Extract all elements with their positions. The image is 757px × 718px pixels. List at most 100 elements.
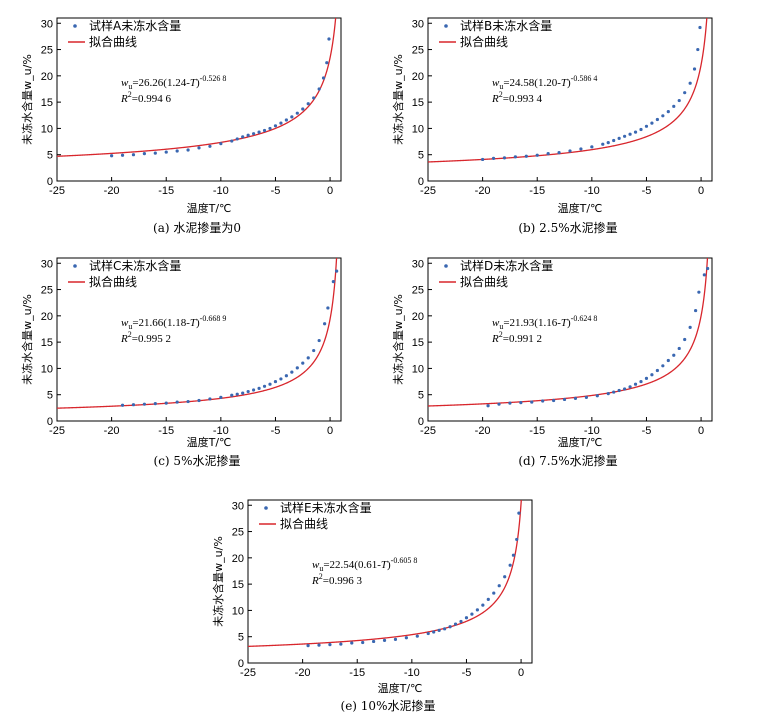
x-tick-label: -10 (584, 185, 600, 197)
data-point (268, 382, 272, 386)
data-point (186, 399, 190, 404)
x-tick-label: -25 (420, 425, 436, 437)
data-point (639, 379, 643, 384)
data-point (683, 91, 687, 95)
r-squared: R2=0.994 6 (120, 90, 171, 105)
data-point (382, 638, 387, 642)
data-point (692, 67, 697, 71)
data-point (541, 399, 545, 403)
x-tick-label: -20 (104, 185, 120, 197)
y-tick-label: 25 (232, 527, 244, 539)
data-point (595, 394, 599, 398)
data-point (295, 111, 299, 115)
y-tick-label: 0 (418, 416, 424, 428)
data-point (612, 138, 616, 143)
legend-label-scatter: 试样E未冻水含量 (280, 500, 372, 515)
data-point (252, 132, 256, 136)
y-tick-label: 30 (41, 258, 53, 270)
legend-label-fit: 拟合曲线 (89, 274, 137, 289)
plot-frame (247, 499, 533, 664)
data-point (584, 395, 588, 399)
x-tick-label: -15 (158, 185, 174, 197)
x-tick-label: -20 (104, 425, 120, 437)
data-point (639, 127, 643, 132)
legend-marker-scatter (73, 264, 77, 268)
data-point (437, 628, 441, 633)
x-tick-label: -15 (349, 667, 365, 679)
data-point (312, 348, 316, 353)
x-tick-label: -10 (404, 667, 420, 679)
r-squared: R2=0.996 3 (311, 572, 362, 587)
fit-curve (57, 258, 338, 409)
data-point (279, 377, 283, 381)
data-point (601, 142, 605, 146)
data-point (335, 269, 339, 273)
data-point (508, 563, 512, 567)
y-tick-label: 20 (41, 71, 53, 83)
y-tick-label: 5 (238, 632, 244, 644)
data-point (628, 132, 632, 136)
y-axis-label: 未冻水含量w_u/% (391, 294, 405, 385)
data-point (142, 402, 146, 406)
data-point (328, 642, 332, 647)
x-tick-label: -5 (642, 185, 652, 197)
data-point (361, 640, 365, 645)
fit-equation: wu=26.26(1.24-T)-0.526 8 (121, 74, 226, 91)
plot-frame (56, 17, 342, 182)
data-point (459, 619, 463, 624)
y-tick-label: 30 (41, 18, 53, 30)
y-tick-label: 0 (238, 658, 244, 670)
x-tick-label: -5 (462, 667, 472, 679)
data-point (557, 151, 561, 155)
data-point (517, 511, 521, 515)
data-point (339, 642, 343, 646)
x-tick-label: -5 (271, 185, 281, 197)
fit-equation: wu=21.66(1.18-T)-0.668 9 (121, 314, 226, 331)
data-point (432, 630, 436, 634)
data-point (655, 368, 659, 373)
data-point (443, 627, 447, 631)
data-point (694, 308, 698, 313)
legend-label-scatter: 试样A未冻水含量 (89, 18, 181, 33)
data-point (262, 128, 267, 133)
data-point (246, 133, 250, 137)
data-point (562, 397, 567, 402)
data-point (453, 622, 458, 626)
x-tick-label: -15 (158, 425, 174, 437)
x-tick-label: -25 (49, 425, 65, 437)
fit-equation: wu=21.93(1.16-T)-0.624 8 (492, 314, 597, 331)
x-tick-label: -15 (529, 425, 545, 437)
data-point (633, 382, 638, 386)
data-point (175, 149, 179, 153)
y-tick-label: 10 (412, 363, 424, 375)
panel-caption: (c) 5%水泥掺量 (154, 453, 241, 468)
legend-label-fit: 拟合曲线 (89, 34, 137, 49)
r-squared: R2=0.991 2 (491, 330, 542, 345)
data-point (519, 400, 523, 405)
data-point (317, 87, 321, 91)
data-point (321, 76, 326, 80)
data-point (273, 379, 278, 384)
data-point (666, 358, 670, 363)
data-point (153, 402, 157, 406)
data-point (486, 597, 490, 601)
data-point (617, 388, 621, 393)
data-point (650, 121, 654, 125)
y-tick-label: 0 (47, 416, 53, 428)
x-axis-label: 温度T/℃ (187, 435, 232, 449)
y-tick-label: 10 (41, 123, 53, 135)
data-point (325, 61, 329, 65)
y-tick-label: 30 (232, 500, 244, 512)
data-point (295, 366, 299, 370)
data-point (279, 121, 283, 125)
data-point (633, 130, 638, 134)
data-point (464, 616, 469, 620)
panel-caption: (e) 10%水泥掺量 (341, 698, 436, 713)
data-point (672, 353, 676, 357)
panel-caption: (d) 7.5%水泥掺量 (518, 453, 617, 468)
data-point (317, 338, 321, 343)
data-point (644, 124, 649, 128)
